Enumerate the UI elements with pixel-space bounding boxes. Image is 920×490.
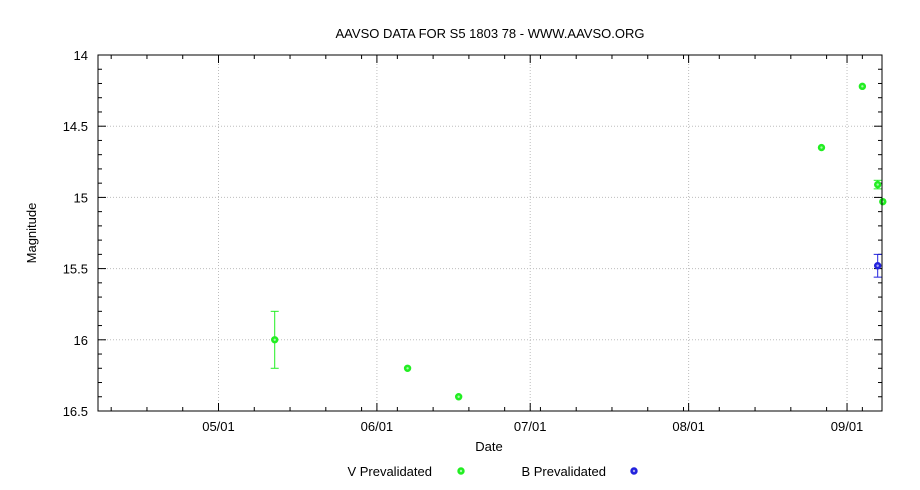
y-axis-label: Magnitude [24, 203, 39, 264]
y-tick-label: 16.5 [63, 404, 88, 419]
x-axis-label: Date [475, 439, 502, 454]
legend-marker [630, 467, 638, 475]
v-series-point [403, 364, 412, 372]
plot-frame [97, 54, 883, 412]
b-series-point [873, 262, 882, 270]
y-tick-label: 15.5 [63, 262, 88, 277]
x-tick-label: 09/01 [831, 419, 864, 434]
v-series-point [817, 143, 826, 152]
y-tick-label: 15 [74, 190, 88, 205]
chart-title: AAVSO DATA FOR S5 1803 78 - WWW.AAVSO.OR… [336, 26, 645, 41]
y-tick-label: 16 [74, 333, 88, 348]
v-series-point [454, 393, 463, 401]
legend-label: B Prevalidated [521, 464, 606, 479]
axis-ticks: 05/01 06/01 07/01 08/01 09/01 14 14.5 15 15.5 16 1… [63, 48, 882, 434]
legend-label: V Prevalidated [347, 464, 432, 479]
v-series-point [879, 197, 887, 206]
legend: V Prevalidated B Prevalidated [347, 464, 638, 479]
grid-lines [98, 55, 882, 411]
y-tick-label: 14 [74, 48, 88, 63]
x-tick-label: 08/01 [672, 419, 705, 434]
x-tick-label: 06/01 [361, 419, 394, 434]
x-tick-label: 05/01 [202, 419, 235, 434]
v-series-point [873, 180, 882, 189]
v-series-point [271, 336, 279, 344]
v-series-point [858, 82, 867, 91]
y-tick-label: 14.5 [63, 119, 88, 134]
x-tick-label: 07/01 [514, 419, 547, 434]
legend-marker [457, 467, 465, 475]
data-points [270, 82, 887, 401]
